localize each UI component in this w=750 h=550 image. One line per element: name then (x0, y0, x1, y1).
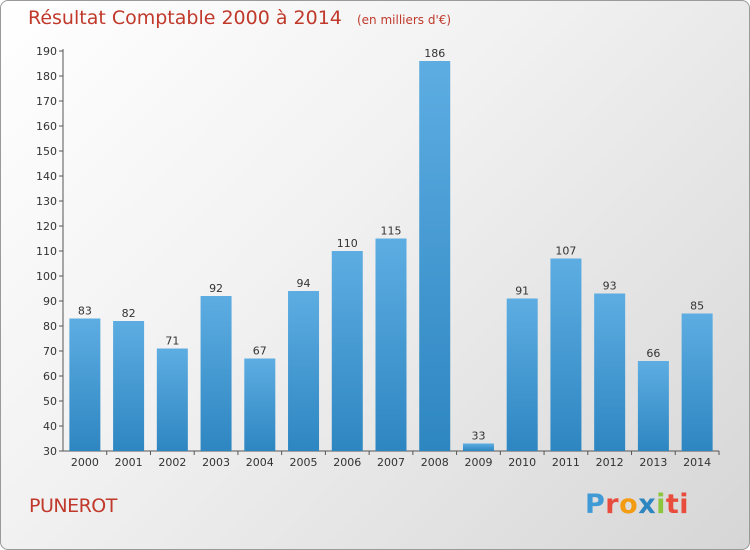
bar-value-label: 186 (424, 47, 445, 60)
bar (331, 251, 363, 451)
y-tick-label: 60 (43, 370, 57, 383)
x-tick-label: 2007 (377, 456, 405, 469)
y-tick-label: 30 (43, 445, 57, 458)
y-tick-label: 90 (43, 295, 57, 308)
y-tick-label: 110 (36, 245, 57, 258)
chart-subtitle: (en milliers d'€) (356, 13, 452, 27)
x-tick-label: 2012 (596, 456, 624, 469)
bar-value-label: 71 (165, 335, 179, 348)
chart-title-block: Résultat Comptable 2000 à 2014 (en milli… (28, 7, 451, 29)
y-tick-label: 140 (36, 170, 57, 183)
bar (506, 298, 538, 451)
x-tick-label: 2003 (202, 456, 230, 469)
y-tick-label: 70 (43, 345, 57, 358)
y-tick-label: 130 (36, 195, 57, 208)
bar-value-label: 67 (253, 345, 267, 358)
bar-value-label: 93 (603, 280, 617, 293)
x-tick-label: 2013 (639, 456, 667, 469)
bar-value-label: 115 (381, 225, 402, 238)
y-tick-label: 180 (36, 70, 57, 83)
y-tick-label: 120 (36, 220, 57, 233)
bar (244, 358, 276, 451)
bar (375, 238, 407, 451)
bar-value-label: 94 (297, 277, 311, 290)
bar (69, 318, 101, 451)
bar (288, 291, 320, 451)
x-tick-label: 2009 (464, 456, 492, 469)
bar-value-label: 107 (555, 245, 576, 258)
x-tick-label: 2010 (508, 456, 536, 469)
x-tick-label: 2006 (333, 456, 361, 469)
y-tick-label: 50 (43, 395, 57, 408)
bar-value-label: 83 (78, 305, 92, 318)
x-tick-label: 2000 (71, 456, 99, 469)
bar-value-label: 92 (209, 282, 223, 295)
bar-value-label: 66 (646, 347, 660, 360)
bar (419, 61, 451, 451)
x-tick-label: 2005 (290, 456, 318, 469)
x-tick-label: 2008 (421, 456, 449, 469)
y-tick-label: 160 (36, 120, 57, 133)
bar-value-label: 82 (122, 307, 136, 320)
bar (113, 321, 145, 451)
bar (200, 296, 232, 451)
y-tick-label: 80 (43, 320, 57, 333)
bar (550, 258, 582, 451)
bar (681, 313, 713, 451)
y-tick-label: 100 (36, 270, 57, 283)
bar-value-label: 33 (471, 430, 485, 443)
x-tick-label: 2004 (246, 456, 274, 469)
town-name: PUNEROT (29, 495, 117, 517)
bar (462, 443, 494, 451)
chart-title: Résultat Comptable 2000 à 2014 (28, 7, 342, 29)
x-tick-label: 2011 (552, 456, 580, 469)
bar-value-label: 85 (690, 300, 704, 313)
bar (637, 361, 669, 451)
x-tick-label: 2001 (115, 456, 143, 469)
proxiti-logo: Proxiti (585, 489, 690, 520)
y-tick-label: 150 (36, 145, 57, 158)
x-tick-label: 2002 (158, 456, 186, 469)
bar (594, 293, 626, 451)
y-tick-label: 190 (36, 45, 57, 58)
y-tick-label: 170 (36, 95, 57, 108)
bar-value-label: 110 (337, 237, 358, 250)
y-tick-label: 40 (43, 420, 57, 433)
bar (156, 348, 188, 451)
x-tick-label: 2014 (683, 456, 711, 469)
bar-value-label: 91 (515, 285, 529, 298)
